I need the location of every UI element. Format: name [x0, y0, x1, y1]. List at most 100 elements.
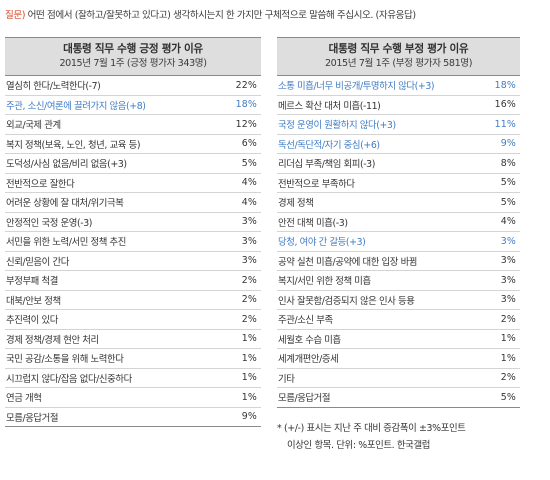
negative-table-subtitle: 2015년 7월 1주 (부정 평가자 581명) — [324, 58, 473, 69]
table-row: 국정 운영이 원활하지 않다(+3) 11% — [277, 115, 520, 135]
table-row: 모름/응답거절 5% — [277, 388, 520, 408]
reason-percent: 5% — [500, 177, 516, 189]
reason-label: 인사 잘못함/검증되지 않은 인사 등용 — [278, 295, 415, 307]
reason-label: 공약 실천 미흡/공약에 대한 입장 바뀜 — [278, 256, 418, 268]
reason-percent: 2% — [241, 274, 257, 286]
reason-percent: 5% — [500, 196, 516, 208]
reason-label: 주관, 소신/여론에 끌려가지 않음(+8) — [6, 100, 146, 112]
positive-table-subtitle: 2015년 7월 1주 (긍정 평가자 343명) — [59, 58, 207, 69]
table-row: 경제 정책/경제 현안 처리 1% — [5, 330, 261, 349]
table-row: 연금 개혁 1% — [5, 388, 261, 408]
reason-percent: 2% — [500, 313, 516, 325]
question-label: 질문) — [5, 10, 26, 21]
negative-reasons-table: 대통령 직무 수행 부정 평가 이유 2015년 7월 1주 (부정 평가자 5… — [277, 37, 520, 408]
table-row: 기타 2% — [277, 369, 520, 388]
table-row: 도덕성/사심 없음/비리 없음(+3) 5% — [5, 154, 261, 174]
table-row: 전반적으로 부족하다 5% — [277, 174, 520, 193]
reason-label: 대북/안보 정책 — [6, 295, 61, 307]
positive-table-header: 대통령 직무 수행 긍정 평가 이유 2015년 7월 1주 (긍정 평가자 3… — [5, 38, 261, 76]
reason-label: 국정 운영이 원활하지 않다(+3) — [278, 120, 396, 132]
reason-label: 메르스 확산 대처 미흡(-11) — [278, 100, 381, 112]
reason-percent: 2% — [500, 372, 516, 384]
table-row: 서민을 위한 노력/서민 정책 추진 3% — [5, 232, 261, 252]
reason-label: 전반적으로 잘한다 — [6, 178, 75, 190]
reason-label: 전반적으로 부족하다 — [278, 178, 355, 190]
reason-percent: 1% — [500, 333, 516, 345]
reason-percent: 2% — [241, 294, 257, 306]
reason-percent: 3% — [241, 235, 257, 247]
reason-percent: 8% — [500, 157, 516, 169]
reason-label: 안정적인 국정 운영(-3) — [6, 217, 93, 229]
table-row: 전반적으로 잘한다 4% — [5, 174, 261, 193]
reason-percent: 9% — [241, 411, 257, 423]
reason-percent: 2% — [241, 313, 257, 325]
table-row: 세계개편안/증세 1% — [277, 349, 520, 369]
reason-percent: 3% — [241, 255, 257, 267]
table-row: 리더십 부족/책임 회피(-3) 8% — [277, 154, 520, 174]
reason-label: 신뢰/믿음이 간다 — [6, 256, 69, 268]
table-row: 주관/소신 부족 2% — [277, 310, 520, 330]
reason-percent: 18% — [494, 79, 516, 91]
reason-label: 모름/응답거절 — [6, 412, 59, 424]
reason-label: 복지 정책(보육, 노인, 청년, 교육 등) — [6, 139, 141, 151]
reason-percent: 1% — [241, 333, 257, 345]
table-row: 대북/안보 정책 2% — [5, 291, 261, 310]
positive-reasons-table: 대통령 직무 수행 긍정 평가 이유 2015년 7월 1주 (긍정 평가자 3… — [5, 37, 261, 427]
table-row: 외교/국제 관계 12% — [5, 115, 261, 135]
reason-label: 경제 정책/경제 현안 처리 — [6, 334, 99, 346]
reason-percent: 3% — [500, 294, 516, 306]
reason-label: 국민 공감/소통을 위해 노력한다 — [6, 354, 124, 366]
reason-percent: 1% — [241, 391, 257, 403]
table-row: 복지/서민 위한 정책 미흡 3% — [277, 271, 520, 291]
reason-percent: 3% — [241, 216, 257, 228]
reason-percent: 5% — [241, 157, 257, 169]
table-row: 경제 정책 5% — [277, 193, 520, 213]
reason-percent: 18% — [235, 99, 257, 111]
footnote: * (+/-) 표시는 지난 주 대비 증감폭이 ±3%포인트 이상인 항목. … — [277, 420, 545, 454]
reason-percent: 9% — [500, 138, 516, 150]
reason-label: 독선/독단적/자기 중심(+6) — [278, 139, 380, 151]
reason-percent: 4% — [500, 216, 516, 228]
reason-percent: 3% — [500, 274, 516, 286]
reason-percent: 3% — [500, 255, 516, 267]
reason-label: 주관/소신 부족 — [278, 315, 333, 327]
reason-label: 추진력이 있다 — [6, 315, 58, 327]
question-text: 질문) 어떤 점에서 (잘하고/잘못하고 있다고) 생각하시는지 한 가지만 구… — [5, 9, 545, 22]
table-row: 독선/독단적/자기 중심(+6) 9% — [277, 135, 520, 154]
reason-label: 기타 — [278, 373, 295, 385]
table-row: 세월호 수습 미흡 1% — [277, 330, 520, 349]
footnote-line-1: * (+/-) 표시는 지난 주 대비 증감폭이 ±3%포인트 — [277, 423, 466, 434]
reason-percent: 3% — [500, 235, 516, 247]
question-body: 어떤 점에서 (잘하고/잘못하고 있다고) 생각하시는지 한 가지만 구체적으로… — [27, 10, 416, 21]
table-row: 공약 실천 미흡/공약에 대한 입장 바뀜 3% — [277, 252, 520, 271]
negative-table-header: 대통령 직무 수행 부정 평가 이유 2015년 7월 1주 (부정 평가자 5… — [277, 38, 520, 76]
table-row: 모름/응답거절 9% — [5, 408, 261, 427]
reason-percent: 12% — [235, 118, 257, 130]
reason-label: 부정부패 척결 — [6, 276, 58, 288]
reason-percent: 5% — [500, 391, 516, 403]
table-row: 열심히 한다/노력한다(-7) 22% — [5, 76, 261, 96]
reason-label: 복지/서민 위한 정책 미흡 — [278, 276, 371, 288]
table-row: 주관, 소신/여론에 끌려가지 않음(+8) 18% — [5, 96, 261, 115]
reason-percent: 4% — [241, 196, 257, 208]
reason-label: 외교/국제 관계 — [6, 120, 61, 132]
reason-label: 연금 개혁 — [6, 393, 42, 405]
table-row: 복지 정책(보육, 노인, 청년, 교육 등) 6% — [5, 135, 261, 154]
reason-percent: 16% — [494, 99, 516, 111]
reason-percent: 4% — [241, 177, 257, 189]
negative-table-body: 소통 미흡/너무 비공개/투명하지 않다(+3) 18% 메르스 확산 대처 미흡(… — [277, 76, 520, 408]
table-row: 신뢰/믿음이 간다 3% — [5, 252, 261, 271]
table-row: 당청, 여야 간 갈등(+3) 3% — [277, 232, 520, 252]
table-row: 안전 대책 미흡(-3) 4% — [277, 213, 520, 232]
negative-table-title: 대통령 직무 수행 부정 평가 이유 — [328, 43, 469, 55]
table-row: 인사 잘못함/검증되지 않은 인사 등용 3% — [277, 291, 520, 310]
reason-label: 경제 정책 — [278, 198, 314, 210]
reason-label: 세계개편안/증세 — [278, 354, 339, 366]
reason-label: 서민을 위한 노력/서민 정책 추진 — [6, 237, 127, 249]
reason-label: 안전 대책 미흡(-3) — [278, 217, 348, 229]
table-row: 메르스 확산 대처 미흡(-11) 16% — [277, 96, 520, 115]
table-row: 추진력이 있다 2% — [5, 310, 261, 330]
table-row: 어려운 상황에 잘 대처/위기극복 4% — [5, 193, 261, 213]
reason-percent: 11% — [494, 118, 516, 130]
reason-label: 어려운 상황에 잘 대처/위기극복 — [6, 198, 124, 210]
